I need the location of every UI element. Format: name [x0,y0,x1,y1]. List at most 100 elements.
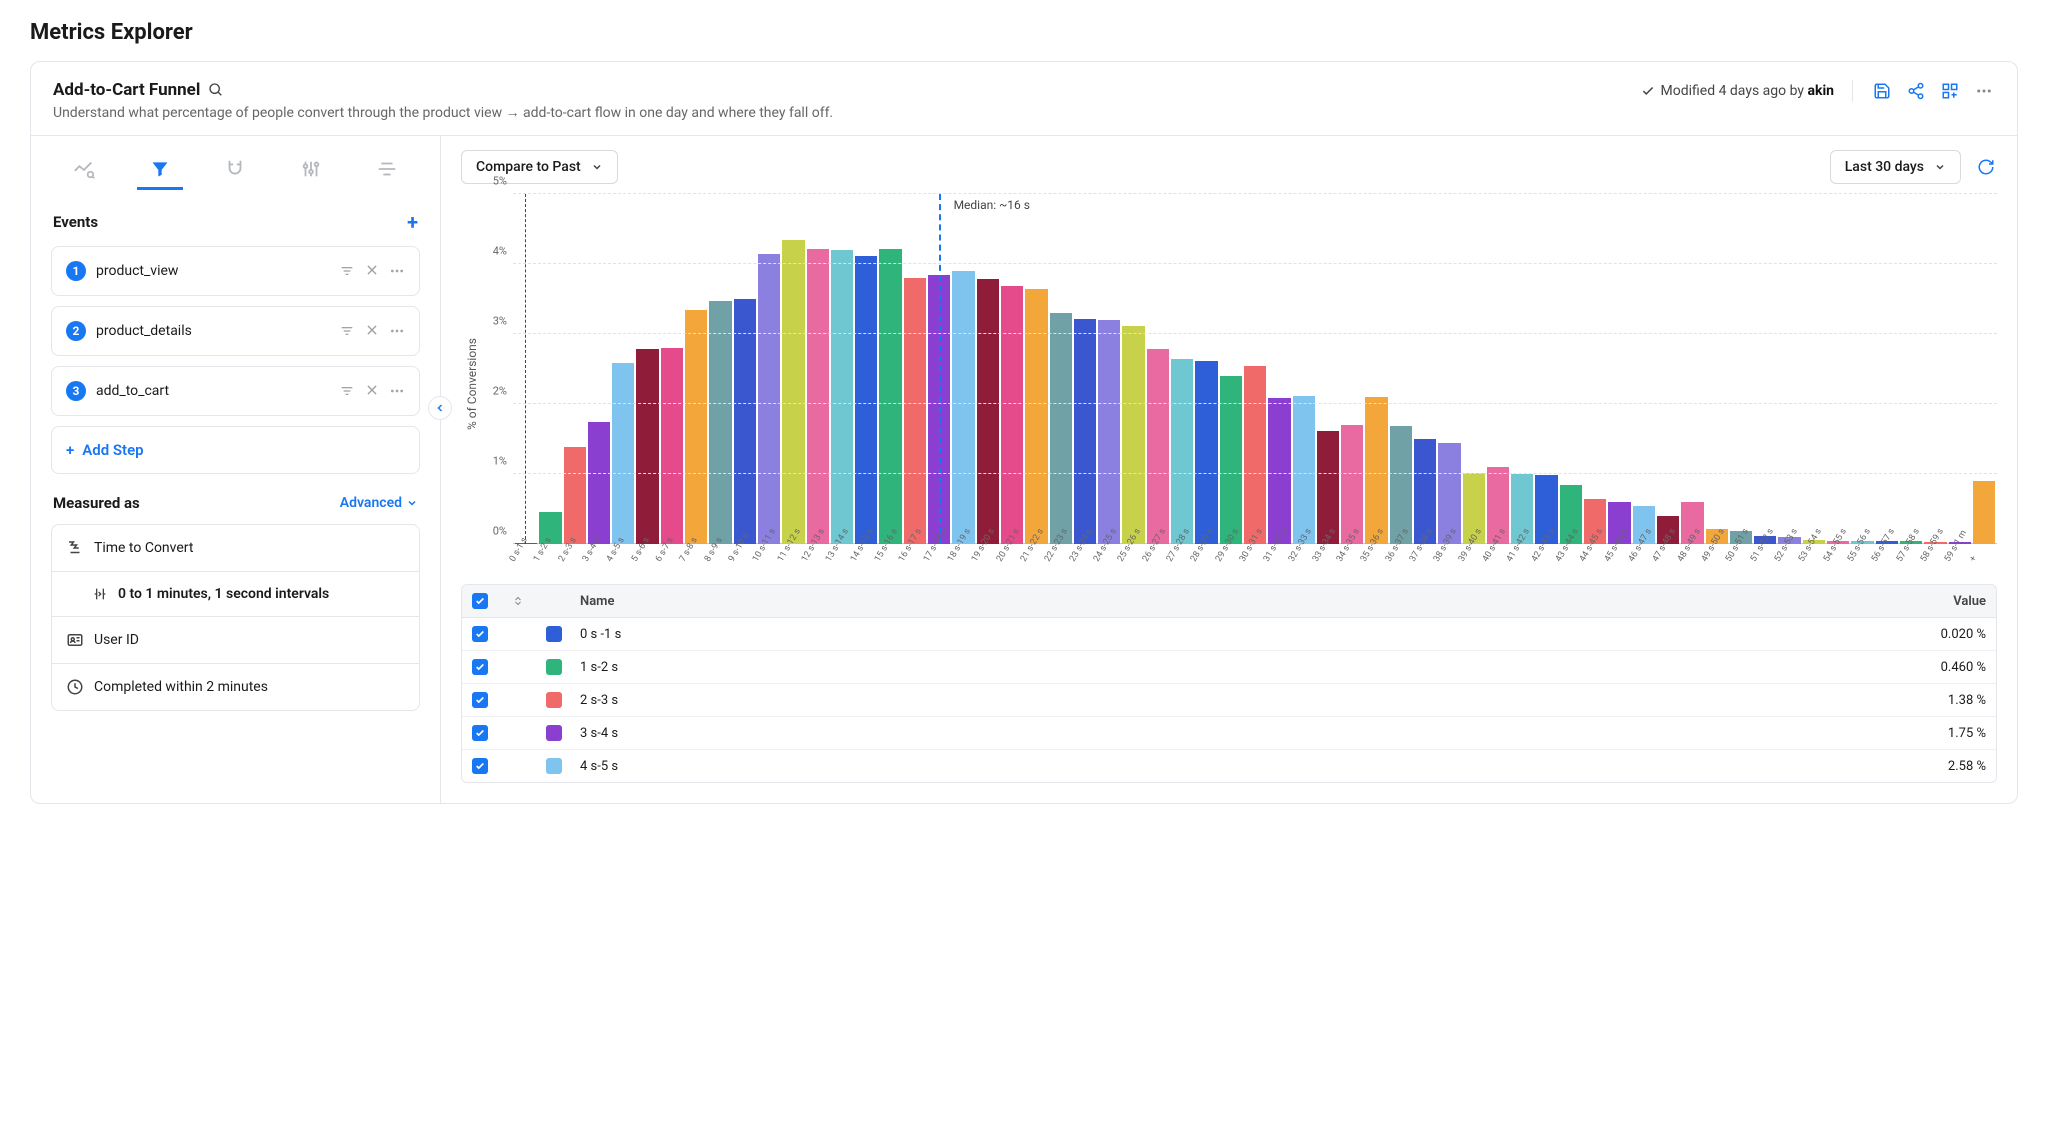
filter-icon[interactable] [339,323,355,339]
chart-bar[interactable] [855,256,877,544]
row-value: 1.38 % [1866,693,1986,708]
modified-text: Modified 4 days ago by akin [1641,83,1834,99]
row-checkbox[interactable] [472,626,488,642]
table-row[interactable]: 2 s-3 s 1.38 % [462,684,1996,717]
y-tick: 3% [493,315,507,328]
chart-bar[interactable] [636,349,658,544]
advanced-link[interactable]: Advanced [340,495,418,511]
chart-bar[interactable] [685,310,707,545]
filter-icon[interactable] [339,383,355,399]
chart-bar[interactable] [1973,481,1995,544]
chart-bar[interactable] [1074,319,1096,544]
chart-bar[interactable] [661,348,683,544]
col-name[interactable]: Name [580,594,1866,609]
table-row[interactable]: 3 s-4 s 1.75 % [462,717,1996,750]
table-row[interactable]: 0 s -1 s 0.020 % [462,618,1996,651]
event-name: add_to_cart [96,383,329,399]
chart-bar[interactable] [1122,326,1144,544]
chart-bar[interactable] [612,363,634,544]
table-row[interactable]: 1 s-2 s 0.460 % [462,651,1996,684]
remove-icon[interactable] [365,323,379,339]
event-row[interactable]: 3 add_to_cart [51,366,420,416]
chart-bar[interactable] [1195,361,1217,544]
chart-bar[interactable] [904,278,926,544]
search-icon[interactable] [208,82,224,98]
event-row[interactable]: 1 product_view [51,246,420,296]
tab-metrics-icon[interactable] [61,150,107,190]
measure-user-id[interactable]: User ID [52,617,419,664]
chart-bar[interactable] [1293,396,1315,544]
compare-dropdown[interactable]: Compare to Past [461,150,618,184]
collapse-sidebar-button[interactable] [428,396,452,420]
row-checkbox[interactable] [472,725,488,741]
add-event-icon[interactable]: + [407,210,418,234]
add-step-button[interactable]: + Add Step [51,426,420,474]
chart-bar[interactable] [1220,376,1242,544]
events-title: Events [53,213,98,231]
chart-bar[interactable] [1390,426,1412,544]
chart-bar[interactable] [1025,289,1047,545]
more-icon[interactable] [389,323,405,339]
chart-bar[interactable] [1147,349,1169,544]
user-id-icon [66,631,84,649]
chart-bar[interactable] [1050,313,1072,544]
filter-icon[interactable] [339,263,355,279]
chart-bar[interactable] [709,301,731,544]
explorer-card: Add-to-Cart Funnel Understand what perce… [30,61,2018,804]
chart-bar[interactable] [1268,398,1290,544]
chart-bar[interactable] [879,249,901,544]
share-icon[interactable] [1905,80,1927,102]
chart-bar[interactable] [1244,366,1266,545]
remove-icon[interactable] [365,383,379,399]
row-checkbox[interactable] [472,758,488,774]
main-panel: Compare to Past Last 30 days % of Conver… [441,136,2017,803]
table-row[interactable]: 4 s-5 s 2.58 % [462,750,1996,782]
chevron-down-icon [591,161,603,173]
measure-completed[interactable]: Completed within 2 minutes [52,664,419,710]
chart-bar[interactable] [782,240,804,545]
col-value[interactable]: Value [1866,594,1986,609]
card-header: Add-to-Cart Funnel Understand what perce… [31,62,2017,136]
refresh-icon[interactable] [1975,156,1997,178]
chart-bar[interactable] [1171,359,1193,545]
event-row[interactable]: 2 product_details [51,306,420,356]
chart-bar[interactable] [1098,320,1120,544]
chart-bar[interactable] [588,422,610,545]
select-all-checkbox[interactable] [472,593,488,609]
more-icon[interactable] [1973,80,1995,102]
tab-align-icon[interactable] [364,150,410,190]
save-icon[interactable] [1871,80,1893,102]
row-value: 2.58 % [1866,759,1986,774]
chevron-down-icon [1934,161,1946,173]
color-swatch [546,692,562,708]
row-checkbox[interactable] [472,692,488,708]
measure-time-to-convert[interactable]: Time to Convert [52,525,419,572]
y-tick: 1% [493,455,507,468]
chart-bar[interactable] [1001,286,1023,544]
chart-bar[interactable] [758,254,780,545]
sort-icon[interactable] [512,595,546,607]
color-swatch [546,626,562,642]
tab-magnet-icon[interactable] [213,150,259,190]
chart-bar[interactable] [1365,397,1387,544]
grid-icon[interactable] [1939,80,1961,102]
tab-settings-icon[interactable] [288,150,334,190]
row-label: 0 s -1 s [580,627,1866,642]
remove-icon[interactable] [365,263,379,279]
range-dropdown[interactable]: Last 30 days [1830,150,1961,184]
chart-bar[interactable] [952,271,974,544]
chart-bar[interactable] [831,250,853,544]
chart-bar[interactable] [734,299,756,544]
y-tick: 2% [493,385,507,398]
plus-icon: + [66,441,74,459]
chart-bar[interactable] [564,447,586,544]
chart-bar[interactable] [977,279,999,544]
tab-funnel-icon[interactable] [137,150,183,190]
measure-box: Time to Convert 0 to 1 minutes, 1 second… [51,524,420,711]
more-icon[interactable] [389,263,405,279]
chart-bar[interactable] [807,249,829,544]
row-checkbox[interactable] [472,659,488,675]
color-swatch [546,725,562,741]
measure-interval[interactable]: 0 to 1 minutes, 1 second intervals [52,572,419,617]
more-icon[interactable] [389,383,405,399]
